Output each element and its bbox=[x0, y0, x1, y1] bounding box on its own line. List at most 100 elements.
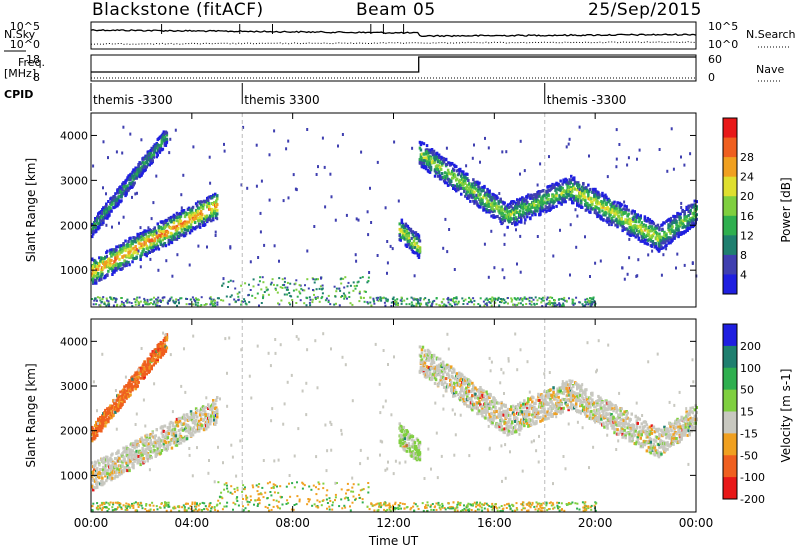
scatter-cell bbox=[659, 235, 662, 239]
scatter-cell bbox=[521, 205, 524, 209]
scatter-cell bbox=[407, 234, 411, 238]
scatter-cell bbox=[157, 247, 161, 251]
scatter-cell bbox=[638, 218, 641, 222]
scatter-cell bbox=[568, 178, 571, 182]
scatter-cell bbox=[591, 300, 594, 303]
scatter-cell bbox=[459, 169, 462, 173]
scatter-cell bbox=[485, 196, 488, 200]
scatter-cell bbox=[133, 251, 136, 255]
scatter-cell bbox=[367, 280, 370, 282]
scatter-cell bbox=[122, 446, 125, 450]
scatter-cell bbox=[417, 300, 419, 303]
scatter-cell bbox=[656, 223, 660, 227]
scatter-cell bbox=[116, 204, 119, 208]
scatter-cell bbox=[146, 162, 149, 166]
scatter-cell bbox=[149, 450, 152, 454]
scatter-cell bbox=[559, 179, 562, 183]
scatter-cell bbox=[105, 210, 108, 214]
scatter-cell bbox=[200, 424, 204, 428]
scatter-cell bbox=[113, 269, 116, 273]
scatter-cell bbox=[593, 194, 596, 198]
scatter-cell bbox=[152, 153, 155, 157]
scatter-cell bbox=[533, 302, 536, 305]
scatter-cell bbox=[516, 297, 519, 300]
scatter-cell bbox=[115, 304, 118, 307]
scatter-cell bbox=[143, 299, 146, 302]
scatter-cell bbox=[249, 289, 252, 291]
colorbar-swatch bbox=[723, 157, 737, 178]
scatter-cell bbox=[671, 221, 674, 225]
scatter-cell bbox=[159, 444, 163, 448]
scatter-cell bbox=[208, 405, 211, 409]
scatter-cell bbox=[488, 191, 491, 195]
scatter-cell bbox=[163, 447, 167, 451]
scatter-cell bbox=[298, 284, 301, 287]
scatter-cell bbox=[185, 413, 189, 417]
scatter-cell bbox=[515, 209, 518, 213]
scatter-cell bbox=[544, 207, 547, 211]
scatter-cell bbox=[580, 199, 583, 203]
scatter-cell bbox=[129, 177, 132, 181]
scatter-cell bbox=[488, 193, 491, 197]
scatter-cell bbox=[395, 302, 398, 305]
scatter-cell bbox=[636, 214, 639, 218]
scatter-cell bbox=[132, 239, 135, 243]
scatter-cell bbox=[687, 210, 690, 213]
scatter-cell bbox=[118, 250, 121, 254]
scatter-cell bbox=[161, 244, 165, 248]
scatter-cell bbox=[538, 194, 541, 198]
scatter-cell bbox=[252, 285, 255, 288]
scatter-cell bbox=[444, 217, 447, 221]
scatter-cell bbox=[158, 150, 162, 154]
scatter-cell bbox=[559, 303, 562, 306]
scatter-cell bbox=[236, 292, 239, 295]
scatter-cell bbox=[571, 189, 574, 193]
scatter-cell bbox=[641, 239, 644, 243]
scatter-cell bbox=[471, 189, 474, 193]
scatter-cell bbox=[548, 300, 551, 302]
scatter-cell bbox=[124, 249, 127, 253]
scatter-cell bbox=[516, 206, 519, 209]
scatter-cell bbox=[94, 434, 97, 438]
scatter-cell bbox=[390, 301, 393, 304]
scatter-cell bbox=[96, 273, 99, 277]
scatter-cell bbox=[150, 243, 153, 247]
scatter-cell bbox=[496, 299, 499, 302]
scatter-cell bbox=[309, 298, 312, 301]
scatter-cell bbox=[138, 242, 141, 246]
scatter-cell bbox=[585, 204, 588, 208]
scatter-cell bbox=[202, 220, 206, 224]
scatter-cell bbox=[483, 185, 486, 189]
scatter-cell bbox=[199, 205, 203, 209]
scatter-cell bbox=[216, 208, 219, 212]
scatter-cell bbox=[376, 254, 379, 257]
scatter-cell bbox=[176, 304, 178, 307]
scatter-cell bbox=[158, 305, 161, 308]
scatter-cell bbox=[186, 228, 190, 232]
scatter-cell bbox=[175, 300, 178, 303]
scatter-cell bbox=[295, 188, 298, 192]
scatter-cell bbox=[135, 457, 138, 461]
cpid-label: CPID bbox=[4, 88, 34, 101]
scatter-cell bbox=[612, 220, 615, 224]
scatter-cell bbox=[527, 207, 530, 211]
scatter-cell bbox=[652, 222, 656, 226]
scatter-cell bbox=[91, 222, 94, 226]
scatter-cell bbox=[647, 233, 651, 237]
scatter-cell bbox=[180, 427, 184, 430]
scatter-cell bbox=[552, 184, 555, 188]
scatter-cell bbox=[135, 445, 138, 448]
scatter-cell bbox=[620, 203, 623, 207]
scatter-cell bbox=[121, 266, 124, 270]
scatter-cell bbox=[109, 207, 112, 211]
scatter-cell bbox=[115, 475, 118, 478]
scatter-cell bbox=[548, 155, 550, 159]
scatter-cell bbox=[568, 197, 571, 201]
scatter-cell bbox=[426, 304, 429, 307]
scatter-cell bbox=[104, 466, 107, 469]
scatter-cell bbox=[564, 200, 567, 204]
scatter-cell bbox=[189, 225, 193, 229]
scatter-cell bbox=[442, 157, 445, 160]
scatter-cell bbox=[559, 228, 561, 232]
scatter-cell bbox=[619, 223, 622, 227]
